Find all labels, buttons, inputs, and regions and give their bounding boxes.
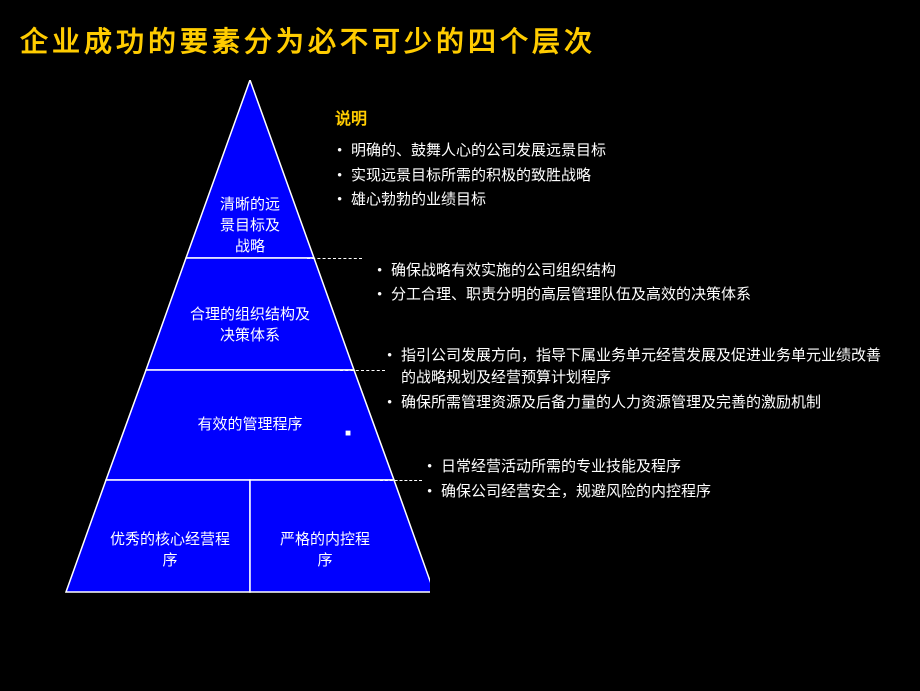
bullet-item: 日常经营活动所需的专业技能及程序 [425, 456, 890, 479]
page-title: 企业成功的要素分为必不可少的四个层次 [0, 0, 920, 60]
explanation-block-2: 确保战略有效实施的公司组织结构 分工合理、职责分明的高层管理队伍及高效的决策体系 [335, 260, 890, 307]
explanation-block-3: 指引公司发展方向，指导下属业务单元经营发展及促进业务单元业绩改善的战略规划及经营… [335, 345, 890, 415]
bullet-item: 雄心勃勃的业绩目标 [335, 189, 890, 212]
pyramid-label-4-left: 优秀的核心经营程序 [110, 530, 230, 572]
bullet-item: 明确的、鼓舞人心的公司发展远景目标 [335, 140, 890, 163]
pyramid-label-4-right: 严格的内控程序 [275, 530, 375, 572]
bullet-item: 实现远景目标所需的积极的致胜战略 [335, 165, 890, 188]
pyramid-label-2: 合理的组织结构及决策体系 [185, 305, 315, 347]
bullet-item: 确保所需管理资源及后备力量的人力资源管理及完善的激励机制 [385, 392, 890, 415]
pyramid-label-3: 有效的管理程序 [175, 415, 325, 436]
explanations-panel: 明确的、鼓舞人心的公司发展远景目标 实现远景目标所需的积极的致胜战略 雄心勃勃的… [335, 140, 890, 515]
bullet-item: 指引公司发展方向，指导下属业务单元经营发展及促进业务单元业绩改善的战略规划及经营… [385, 345, 890, 390]
bullet-item: 确保公司经营安全，规避风险的内控程序 [425, 481, 890, 504]
bullet-item: 分工合理、职责分明的高层管理队伍及高效的决策体系 [375, 284, 890, 307]
explanation-block-1: 明确的、鼓舞人心的公司发展远景目标 实现远景目标所需的积极的致胜战略 雄心勃勃的… [335, 140, 890, 212]
bullet-item: 确保战略有效实施的公司组织结构 [375, 260, 890, 283]
pyramid-label-1: 清晰的远景目标及战略 [215, 195, 285, 258]
marker-icon: ■ [345, 428, 351, 439]
explanation-block-4: 日常经营活动所需的专业技能及程序 确保公司经营安全，规避风险的内控程序 [335, 456, 890, 503]
